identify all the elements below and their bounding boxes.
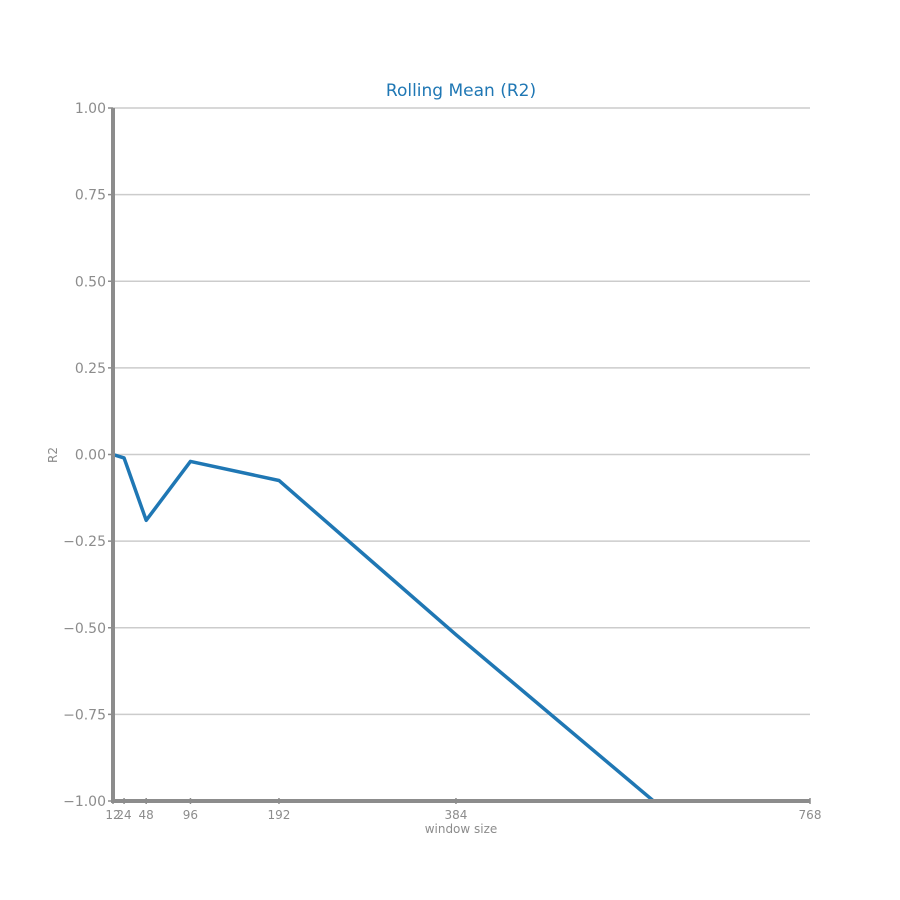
x-tick-label: 96 — [183, 808, 198, 822]
y-tick-label: −0.50 — [63, 621, 106, 637]
y-tick-label: 0.25 — [75, 361, 106, 377]
y-tick-layer: 1.00 0.75 0.50 0.25 0.00 −0.25 −0.50 −0.75 −1.00 — [63, 101, 113, 810]
y-tick-label: −0.25 — [63, 534, 106, 550]
x-tick-label: 384 — [445, 808, 468, 822]
x-tick-label: 768 — [799, 808, 822, 822]
y-tick-label: −1.00 — [63, 794, 106, 810]
y-tick-label: 0.75 — [75, 188, 106, 204]
x-tick-label: 24 — [116, 808, 131, 822]
axis-layer — [111, 108, 810, 803]
y-axis-label: R2 — [46, 447, 60, 463]
x-tick-label: 12 — [105, 808, 120, 822]
series-line — [113, 452, 657, 801]
y-tick-label: 0.00 — [75, 448, 106, 464]
x-tick-label: 192 — [267, 808, 290, 822]
x-tick-label: 48 — [139, 808, 154, 822]
y-tick-label: −0.75 — [63, 707, 106, 723]
series-layer — [113, 452, 657, 801]
chart-title: Rolling Mean (R2) — [386, 81, 536, 101]
y-tick-label: 1.00 — [75, 101, 106, 117]
y-tick-label: 0.50 — [75, 274, 106, 290]
grid-layer — [113, 107, 810, 802]
x-axis-label: window size — [425, 822, 498, 836]
